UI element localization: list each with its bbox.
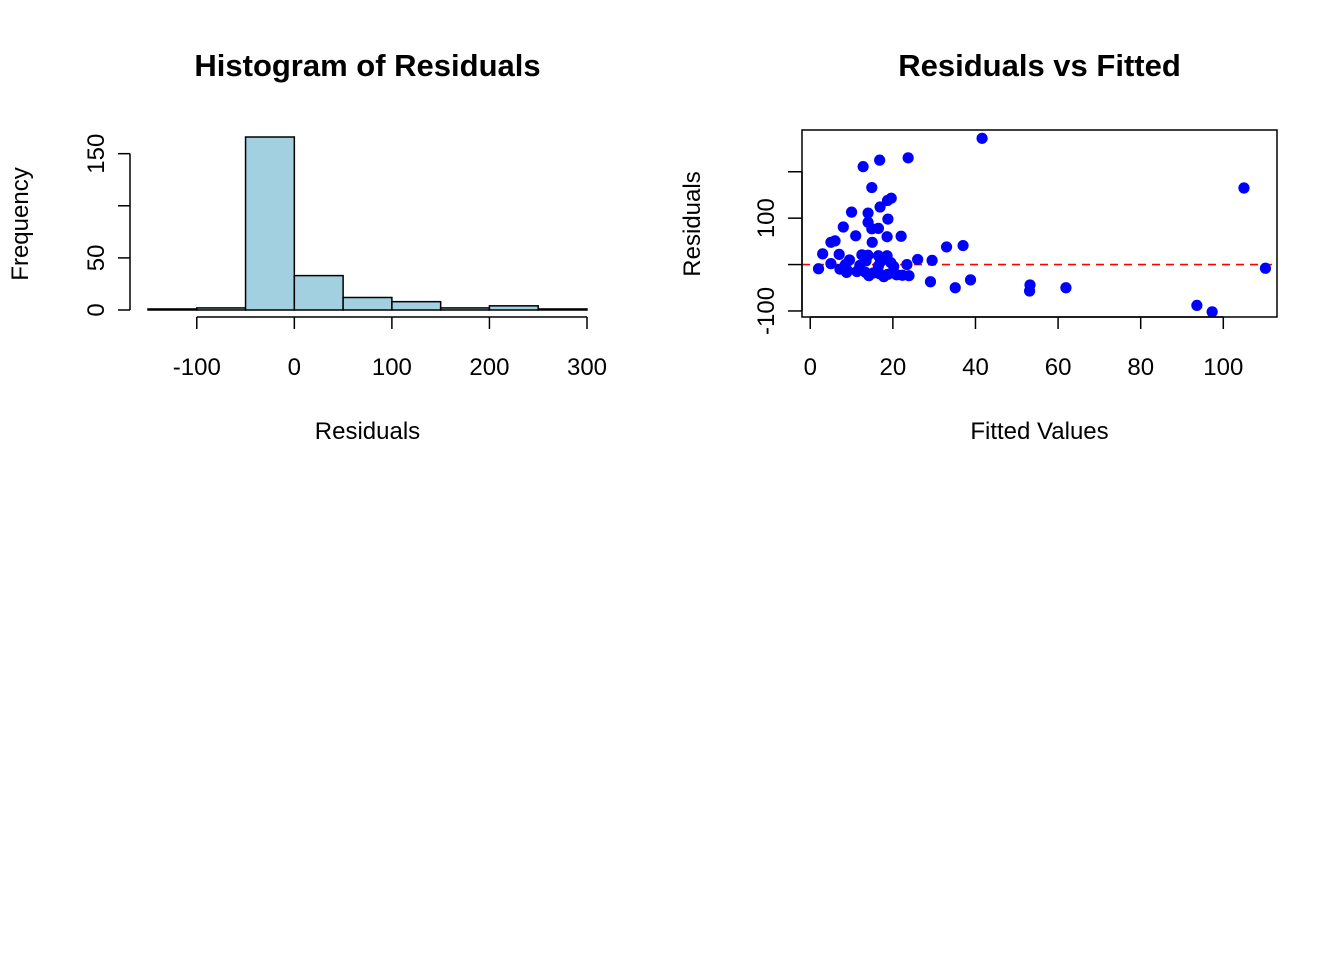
scatter-point-58 (964, 274, 977, 286)
scatter-y-tick-label: 100 (753, 198, 780, 238)
scatter-x-tick-label: 0 (804, 354, 817, 381)
scatter-point-8 (874, 201, 886, 213)
histogram-bar-7 (488, 305, 539, 311)
scatter-y-axis: -100 100 (753, 171, 803, 335)
scatter-point-30 (912, 253, 924, 266)
scatter-point-10 (862, 207, 874, 219)
scatter-x-axis: 0 20 40 60 80 100 (804, 316, 1243, 381)
scatter-point-52 (903, 270, 915, 282)
histogram-bar-0 (147, 308, 198, 311)
scatter-point-53 (841, 266, 853, 279)
scatter-x-tick-label: 60 (1045, 354, 1072, 381)
scatter-point-45 (851, 265, 863, 278)
histogram-bar-5 (391, 300, 442, 311)
scatter-points (812, 132, 1272, 318)
scatter-point-7 (881, 194, 894, 207)
scatter-point-62 (1060, 282, 1072, 294)
histogram-x-tick-label: 100 (372, 354, 412, 381)
scatter-point-31 (926, 254, 938, 266)
scatter-point-64 (1206, 306, 1218, 318)
scatter-x-tick-label: 80 (1127, 354, 1154, 381)
histogram-y-label: Frequency (7, 167, 34, 280)
scatter-point-2 (874, 154, 886, 166)
scatter-title: Residuals vs Fitted (898, 48, 1181, 83)
histogram-bar-8 (537, 308, 588, 311)
scatter-panel: Residuals vs Fitted 0 20 40 60 80 100 -100 100… (679, 48, 1278, 445)
histogram-y-tick-label: 0 (83, 303, 110, 316)
scatter-point-18 (881, 231, 893, 243)
histogram-y-axis: 0 50 150 (83, 134, 131, 317)
scatter-point-11 (882, 213, 894, 225)
scatter-point-17 (895, 230, 907, 242)
histogram-x-tick-label: 200 (469, 354, 509, 381)
histogram-bar-2 (244, 136, 296, 311)
scatter-point-25 (833, 248, 845, 260)
histogram-x-label: Residuals (315, 418, 420, 445)
scatter-point-56 (1259, 262, 1272, 274)
scatter-point-37 (901, 258, 913, 271)
scatter-point-59 (949, 282, 961, 294)
histogram-x-tick-label: 300 (567, 354, 607, 381)
histogram-bar-6 (439, 307, 491, 311)
scatter-point-3 (857, 161, 869, 173)
scatter-point-0 (976, 132, 988, 144)
scatter-point-55 (878, 271, 890, 283)
histogram-bar-1 (196, 307, 247, 311)
scatter-point-42 (812, 263, 825, 275)
scatter-x-tick-label: 100 (1203, 354, 1243, 381)
scatter-point-61 (1023, 285, 1036, 297)
histogram-x-tick-label: 0 (288, 354, 301, 381)
histogram-bar-4 (342, 296, 393, 311)
scatter-x-tick-label: 20 (880, 354, 907, 381)
histogram-bar-3 (293, 274, 344, 311)
histogram-x-axis: -100 0 100 200 300 (173, 316, 607, 381)
histogram-panel: Histogram of Residuals -100 0 100 200 300 0 5… (7, 48, 607, 445)
scatter-point-9 (845, 206, 858, 218)
scatter-point-24 (817, 248, 829, 260)
scatter-x-label: Fitted Values (970, 418, 1108, 445)
histogram-x-tick-label: -100 (173, 354, 221, 381)
scatter-point-4 (1238, 182, 1250, 194)
scatter-point-23 (957, 239, 969, 252)
scatter-point-5 (866, 181, 878, 194)
scatter-point-22 (940, 241, 953, 253)
scatter-point-21 (825, 236, 837, 248)
scatter-x-tick-label: 40 (962, 354, 989, 381)
scatter-point-36 (825, 258, 837, 270)
scatter-point-19 (866, 236, 878, 248)
histogram-y-tick-label: 50 (83, 245, 110, 272)
scatter-point-15 (866, 223, 878, 235)
scatter-point-1 (902, 152, 914, 164)
scatter-point-57 (924, 276, 937, 288)
scatter-point-13 (837, 221, 849, 233)
scatter-y-tick-label: -100 (753, 287, 780, 335)
scatter-point-16 (850, 230, 862, 242)
histogram-title: Histogram of Residuals (194, 48, 540, 83)
scatter-y-label: Residuals (679, 171, 706, 276)
histogram-bars (147, 136, 588, 311)
histogram-y-tick-label: 150 (83, 134, 110, 174)
scatter-point-63 (1191, 299, 1203, 311)
scatter-point-54 (863, 270, 875, 282)
